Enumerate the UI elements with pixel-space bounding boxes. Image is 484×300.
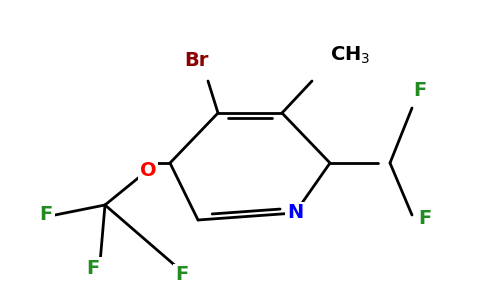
Text: F: F <box>175 266 189 284</box>
Text: O: O <box>140 160 156 179</box>
Text: F: F <box>418 208 432 227</box>
Text: F: F <box>86 259 100 278</box>
Text: CH$_3$: CH$_3$ <box>330 44 370 66</box>
Text: Br: Br <box>184 50 208 70</box>
Text: N: N <box>287 203 303 223</box>
Text: F: F <box>39 206 53 224</box>
Text: F: F <box>413 80 426 100</box>
